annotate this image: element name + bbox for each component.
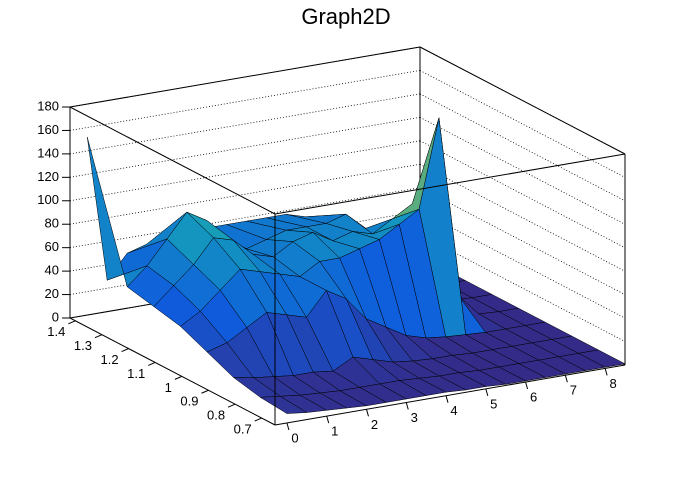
grid-line [419, 140, 626, 249]
x-tick [525, 381, 529, 390]
y-tick [121, 348, 129, 353]
y-tick-label: 0.8 [207, 408, 225, 423]
grid-line [419, 163, 626, 272]
grid-line [69, 116, 421, 178]
y-tick [68, 320, 76, 325]
box-edge [274, 364, 626, 426]
x-tick [365, 409, 369, 417]
x-tick-label: 5 [490, 396, 497, 411]
x-tick-label: 0 [291, 430, 298, 445]
y-tick [147, 362, 156, 366]
grid-line [419, 116, 626, 225]
x-tick [604, 368, 608, 376]
z-tick-label: 140 [37, 145, 59, 160]
box-edge [274, 153, 626, 215]
grid-line [69, 140, 421, 202]
grid-line [69, 70, 421, 131]
grid-line [69, 163, 421, 225]
chart-title: Graph2D [301, 4, 390, 29]
grid-line [419, 210, 626, 319]
y-tick [254, 417, 262, 422]
x-tick-label: 2 [371, 417, 378, 432]
grid-line [419, 234, 626, 342]
y-tick-label: 1.3 [74, 338, 92, 353]
grid-line [69, 187, 421, 249]
y-tick [94, 334, 103, 339]
grid-line [419, 187, 626, 296]
box-edge [69, 46, 421, 108]
y-tick-label: 0.7 [234, 421, 252, 436]
y-tick-label: 1.4 [47, 324, 65, 339]
x-tick-label: 8 [609, 376, 616, 391]
z-tick-label: 180 [37, 98, 59, 113]
y-tick [227, 403, 236, 408]
z-tick-label: 60 [45, 239, 59, 254]
y-tick [174, 375, 183, 380]
z-tick-label: 40 [45, 263, 59, 278]
grid-line [419, 70, 626, 178]
x-tick [326, 415, 330, 424]
y-tick-label: 1.2 [100, 352, 118, 367]
y-tick-label: 1 [165, 380, 172, 395]
x-tick [445, 395, 449, 403]
grid-line [69, 93, 421, 155]
grid-line [419, 93, 626, 202]
x-tick [485, 388, 489, 397]
y-tick [201, 389, 209, 394]
z-tick-label: 120 [37, 169, 59, 184]
x-tick-label: 6 [530, 389, 537, 404]
x-tick-label: 7 [570, 383, 577, 398]
x-tick [405, 402, 409, 410]
y-tick-label: 0.9 [180, 394, 198, 409]
z-tick-label: 80 [45, 216, 59, 231]
z-tick-label: 100 [37, 192, 59, 207]
box-edge [69, 317, 276, 426]
z-tick-label: 160 [37, 122, 59, 137]
x-tick [564, 375, 568, 383]
x-tick-label: 4 [450, 403, 457, 418]
z-tick-label: 20 [45, 286, 59, 301]
surface-cell [259, 396, 308, 414]
y-tick-label: 1.1 [127, 366, 145, 381]
z-tick-label: 0 [52, 309, 59, 324]
box-edge [419, 46, 626, 155]
x-tick-label: 3 [411, 410, 418, 425]
box-edge [69, 106, 276, 215]
x-tick [286, 422, 290, 431]
x-tick-label: 1 [331, 424, 338, 439]
